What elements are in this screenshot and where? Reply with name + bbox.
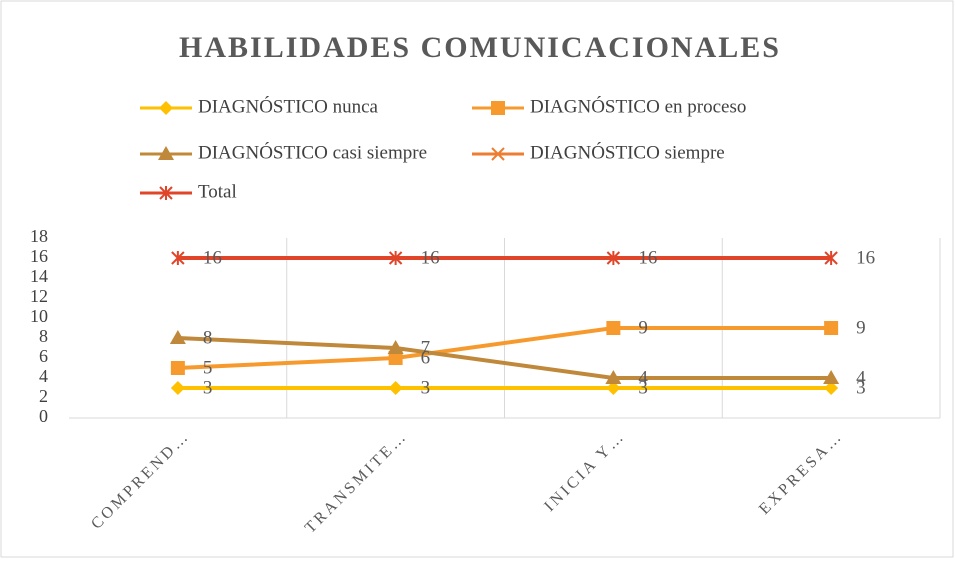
data-label: 3 [638, 377, 648, 398]
marker [823, 370, 840, 384]
marker [388, 251, 403, 265]
data-label: 9 [856, 317, 866, 338]
y-tick-label: 10 [30, 306, 48, 326]
y-tick-label: 12 [30, 286, 48, 306]
marker [159, 186, 173, 200]
chart-title: HABILIDADES COMUNICACIONALES [179, 31, 781, 64]
marker [170, 381, 185, 395]
y-tick-label: 6 [39, 346, 48, 366]
data-label: 16 [421, 247, 440, 268]
marker [605, 370, 622, 384]
legend-label: DIAGNÓSTICO siempre [530, 141, 725, 163]
y-tick-label: 8 [39, 326, 48, 346]
y-tick-label: 18 [30, 226, 48, 246]
data-label: 3 [421, 377, 431, 398]
marker [159, 101, 173, 115]
data-label: 16 [856, 247, 875, 268]
marker [171, 251, 185, 265]
legend-label: DIAGNÓSTICO casi siempre [198, 141, 427, 163]
data-label: 16 [638, 247, 657, 268]
legend-label: Total [198, 181, 237, 202]
y-tick-label: 0 [39, 406, 48, 426]
series-line [177, 336, 832, 380]
data-label: 3 [203, 377, 213, 398]
marker [824, 251, 838, 265]
marker [388, 351, 403, 365]
marker [606, 251, 621, 265]
y-tick-label: 14 [30, 266, 48, 286]
y-tick-label: 2 [39, 386, 48, 406]
series-line [177, 326, 832, 370]
marker [169, 330, 186, 344]
data-label: 6 [421, 347, 431, 368]
marker [824, 321, 839, 335]
marker [606, 321, 621, 335]
data-label: 4 [856, 367, 866, 388]
data-label: 4 [638, 367, 648, 388]
marker [170, 361, 185, 375]
data-label: 16 [203, 247, 222, 268]
data-label: 9 [638, 317, 648, 338]
marker [606, 381, 621, 395]
marker [824, 381, 839, 395]
data-label: 5 [203, 357, 213, 378]
marker [158, 146, 174, 160]
y-tick-label: 4 [39, 366, 48, 386]
data-label: 8 [203, 327, 213, 348]
marker [491, 101, 505, 115]
legend-label: DIAGNÓSTICO nunca [198, 95, 379, 117]
y-tick-label: 16 [30, 246, 48, 266]
marker [388, 381, 403, 395]
marker [491, 147, 505, 161]
data-label: 3 [856, 377, 866, 398]
marker [387, 340, 404, 354]
data-label: 7 [421, 337, 431, 358]
legend-label: DIAGNÓSTICO en proceso [530, 95, 746, 117]
